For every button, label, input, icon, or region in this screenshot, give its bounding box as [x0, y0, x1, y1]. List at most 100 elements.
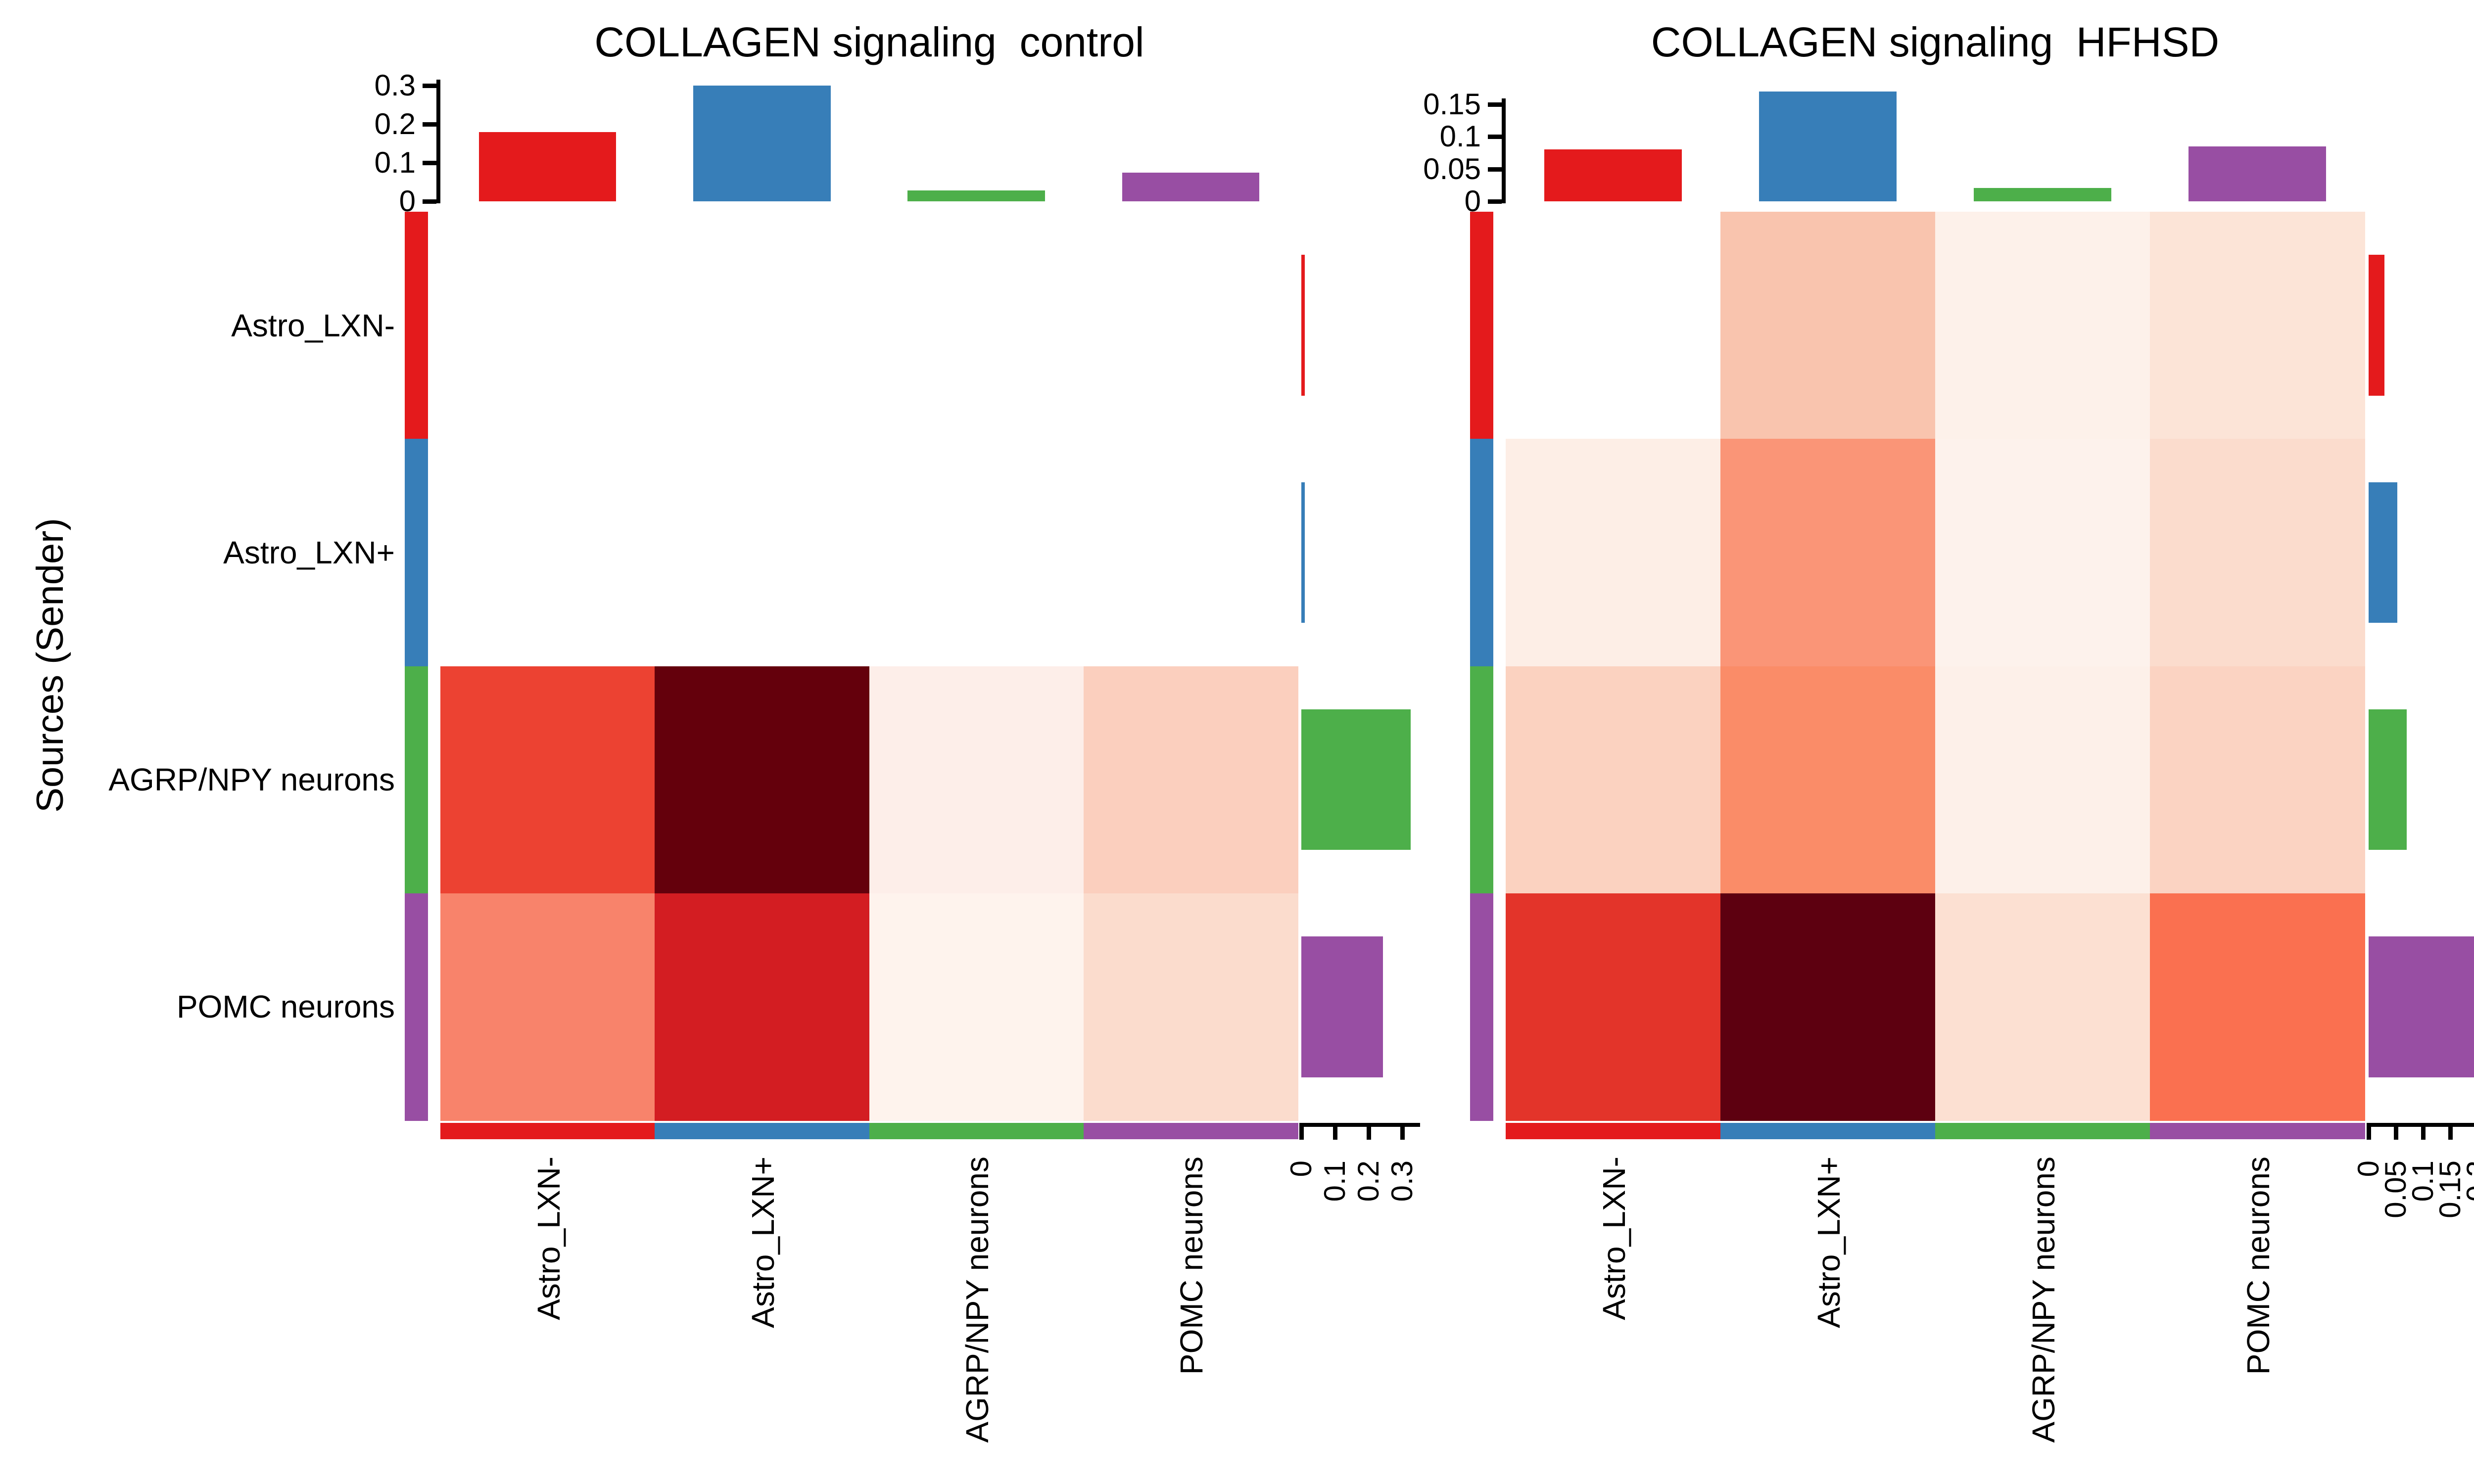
right-axis-tick-label: 0 — [1285, 1160, 1318, 1177]
heatmap-cell — [1720, 212, 1936, 440]
col-label: Astro_LXN- — [1596, 1157, 1632, 1320]
right-bar — [2369, 936, 2474, 1077]
heatmap-cell — [2150, 666, 2365, 894]
col-strip-segment — [1720, 1123, 1936, 1139]
heatmap-cell — [1506, 893, 1721, 1121]
col-strip-segment — [1935, 1123, 2150, 1139]
top-axis-tick-label: 0 — [1464, 185, 1481, 218]
heatmap-cell — [1083, 893, 1298, 1121]
right-axis-line — [2367, 1123, 2474, 1127]
right-bar — [1301, 255, 1305, 396]
top-bar — [1759, 91, 1897, 201]
col-strip-segment — [869, 1123, 1084, 1139]
heatmap-cell — [655, 212, 870, 440]
panel-title-hfhsd: COLLAGEN signaling HFHSD — [1651, 19, 2220, 65]
row-label: Astro_LXN+ — [223, 534, 395, 570]
top-axis-tick — [423, 84, 436, 88]
top-axis-tick-label: 0.1 — [1439, 120, 1481, 153]
top-axis-tick-label: 0 — [399, 185, 416, 218]
right-axis-tick — [2367, 1127, 2371, 1140]
row-label: Astro_LXN- — [231, 307, 395, 343]
row-strip-segment — [1470, 666, 1493, 894]
heatmap-cell — [655, 893, 870, 1121]
heatmap-cell — [1506, 212, 1721, 440]
col-strip-segment — [655, 1123, 870, 1139]
panel-title-control: COLLAGEN signaling control — [594, 19, 1144, 65]
heatmap-cell — [869, 666, 1084, 894]
right-bar — [1301, 936, 1383, 1077]
right-axis-tick — [2448, 1127, 2453, 1140]
heatmap-cell — [655, 439, 870, 667]
right-bar — [2369, 255, 2384, 396]
col-label: POMC neurons — [1174, 1157, 1210, 1375]
col-label: Astro_LXN- — [530, 1157, 567, 1320]
heatmap-cell — [869, 439, 1084, 667]
heatmap-cell — [2150, 439, 2365, 667]
top-bar — [1974, 187, 2111, 201]
right-axis-tick — [2421, 1127, 2426, 1140]
heatmap-cell — [440, 212, 656, 440]
top-bar — [1122, 172, 1259, 201]
heatmap-cell — [1083, 212, 1298, 440]
right-axis-tick — [1333, 1127, 1337, 1140]
right-axis-tick-label: 0.2 — [2461, 1160, 2474, 1202]
col-label: Astro_LXN+ — [745, 1157, 781, 1328]
heatmap-cell — [1935, 439, 2150, 667]
heatmap-cell — [1935, 666, 2150, 894]
right-bar — [2369, 709, 2407, 850]
row-strip-segment — [1470, 439, 1493, 667]
top-bar — [907, 190, 1045, 201]
heatmap-cell — [869, 212, 1084, 440]
top-axis-tick — [1488, 102, 1502, 107]
heatmap-cell — [1935, 893, 2150, 1121]
top-axis-tick — [1488, 167, 1502, 172]
right-bar — [1301, 709, 1411, 850]
heatmap-cell — [440, 439, 656, 667]
top-axis-tick-label: 0.05 — [1423, 152, 1481, 186]
col-strip-segment — [1083, 1123, 1298, 1139]
row-label: AGRP/NPY neurons — [108, 762, 395, 798]
heatmap-cell — [1083, 439, 1298, 667]
right-axis-tick-label: 0.1 — [1318, 1160, 1351, 1202]
right-axis-tick-label: 0.2 — [1352, 1160, 1385, 1202]
heatmap-cell — [440, 666, 656, 894]
right-axis-line — [1299, 1123, 1420, 1127]
heatmap-cell — [1720, 666, 1936, 894]
heatmap-cell — [1506, 439, 1721, 667]
heatmap-cell — [655, 666, 870, 894]
top-bar — [1544, 149, 1682, 201]
col-label: Astro_LXN+ — [1811, 1157, 1847, 1328]
heatmap-cell — [1720, 439, 1936, 667]
right-axis-tick — [1367, 1127, 1371, 1140]
top-axis-line — [436, 80, 440, 203]
row-strip-segment — [405, 893, 428, 1121]
row-label: POMC neurons — [176, 989, 395, 1025]
col-strip-segment — [2150, 1123, 2365, 1139]
top-axis-tick — [1488, 135, 1502, 139]
heatmap-cell — [869, 893, 1084, 1121]
top-axis-tick-label: 0.15 — [1423, 87, 1481, 121]
row-strip-segment — [1470, 212, 1493, 440]
heatmap-cell — [2150, 212, 2365, 440]
top-axis-tick — [423, 161, 436, 165]
right-axis-tick — [2394, 1127, 2398, 1140]
top-axis-tick — [423, 199, 436, 204]
heatmap-cell — [1720, 893, 1936, 1121]
row-strip-segment — [1470, 893, 1493, 1121]
top-axis-tick-label: 0.2 — [374, 107, 416, 140]
right-axis-tick — [1400, 1127, 1405, 1140]
right-bar — [2369, 482, 2398, 623]
y-axis-label: Sources (Sender) — [29, 518, 71, 813]
heatmap-cell — [1935, 212, 2150, 440]
heatmap-cell — [2150, 893, 2365, 1121]
heatmap-cell — [440, 893, 656, 1121]
top-axis-tick — [1488, 199, 1502, 204]
col-label: AGRP/NPY neurons — [959, 1157, 996, 1443]
col-label: AGRP/NPY neurons — [2026, 1157, 2061, 1443]
right-axis-tick-label: 0.3 — [1385, 1160, 1419, 1202]
top-bar — [2189, 146, 2326, 201]
row-strip-segment — [405, 439, 428, 667]
col-strip-segment — [440, 1123, 656, 1139]
right-bar — [1301, 482, 1305, 623]
top-bar — [693, 86, 831, 201]
